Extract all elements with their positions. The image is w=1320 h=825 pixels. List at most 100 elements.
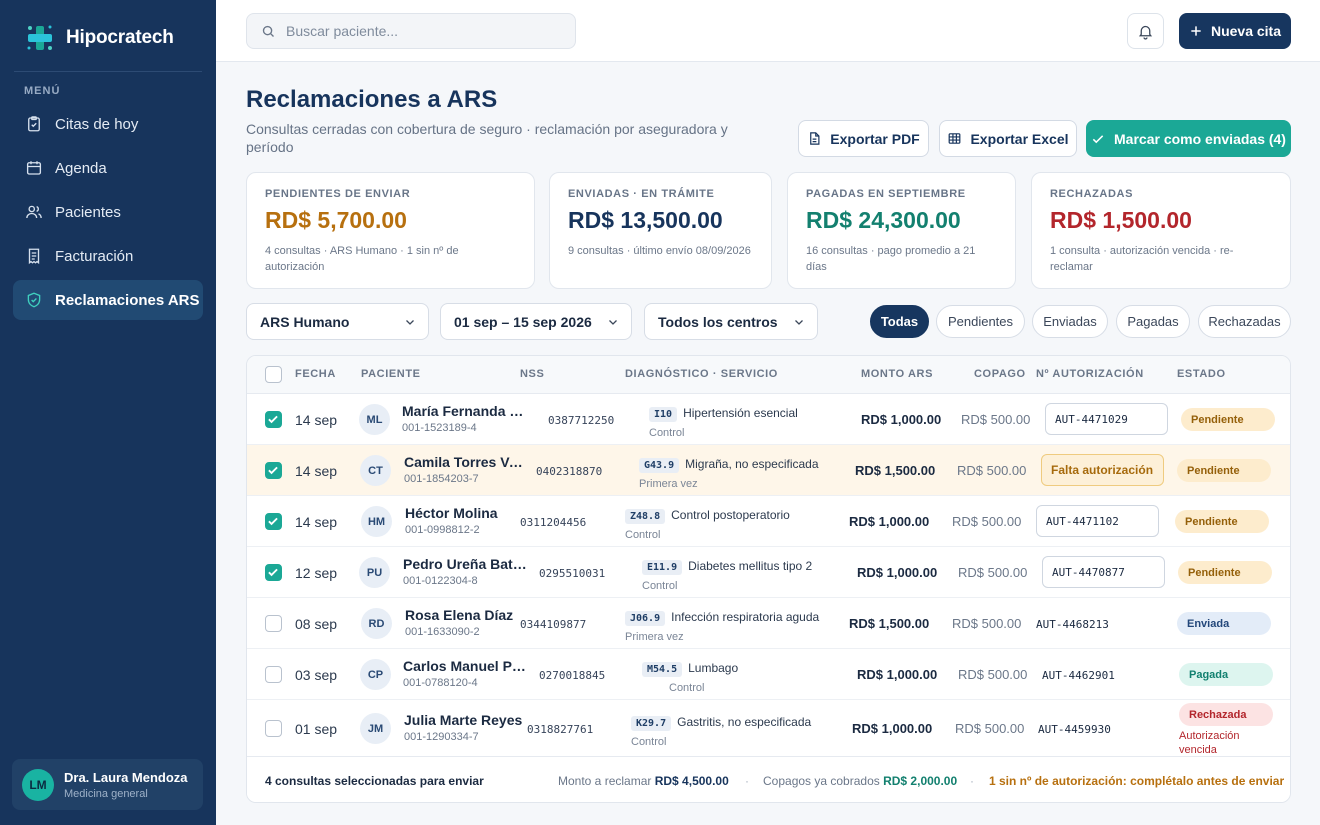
row-checkbox[interactable] xyxy=(265,513,282,530)
status-badge: Pendiente xyxy=(1178,561,1272,584)
sidebar-item-agenda[interactable]: Agenda xyxy=(13,148,203,188)
patient-avatar: JM xyxy=(360,713,391,744)
copago-total-value: RD$ 2,000.00 xyxy=(883,774,958,788)
patient-name[interactable]: Camila Torres Vega xyxy=(404,454,528,470)
diagnosis-cell: M54.5 Lumbago Control xyxy=(642,659,738,694)
check-icon xyxy=(268,568,278,577)
center-select[interactable]: Todos los centros xyxy=(644,303,818,340)
summary-card-rejected: RECHAZADAS RD$ 1,500.00 1 consulta · aut… xyxy=(1031,172,1291,289)
table-row[interactable]: 14 sep CT Camila Torres Vega 001-1854203… xyxy=(247,445,1290,496)
row-nss: 0387712250 xyxy=(548,414,615,427)
card-note: 16 consultas · pago promedio a 21 días xyxy=(806,245,976,273)
row-nss: 0270018845 xyxy=(539,669,606,682)
row-checkbox[interactable] xyxy=(265,462,282,479)
table-row[interactable]: 03 sep CP Carlos Manuel Peña 001-0788120… xyxy=(247,649,1290,700)
table-row[interactable]: 01 sep JM Julia Marte Reyes 001-1290334-… xyxy=(247,700,1290,756)
patient-avatar: CT xyxy=(360,455,391,486)
patient-name[interactable]: Rosa Elena Díaz xyxy=(405,607,514,623)
icd-code: Z48.8 xyxy=(625,509,666,524)
row-copago: RD$ 500.00 xyxy=(958,667,1028,682)
patient-cell: Camila Torres Vega 001-1854203-7 xyxy=(404,454,528,485)
select-all-checkbox[interactable] xyxy=(265,366,282,383)
patient-name[interactable]: María Fernanda López xyxy=(402,403,526,419)
search-input[interactable] xyxy=(286,23,556,39)
row-date: 14 sep xyxy=(295,463,338,479)
export-excel-button[interactable]: Exportar Excel xyxy=(939,120,1077,157)
col-authorization: Nº AUTORIZACIÓN xyxy=(1036,368,1144,380)
avatar: LM xyxy=(22,768,54,801)
sidebar-item-label: Agenda xyxy=(55,159,107,177)
user-name: Dra. Laura Mendoza xyxy=(64,769,188,785)
row-date: 01 sep xyxy=(295,721,338,737)
claim-total-value: RD$ 4,500.00 xyxy=(654,774,729,788)
patient-name[interactable]: Julia Marte Reyes xyxy=(404,712,523,728)
sidebar-item-facturacion[interactable]: Facturación xyxy=(13,236,203,276)
row-amount: RD$ 1,000.00 xyxy=(861,412,942,427)
table-row[interactable]: 08 sep RD Rosa Elena Díaz 001-1633090-2 … xyxy=(247,598,1290,649)
row-amount: RD$ 1,000.00 xyxy=(857,667,938,682)
row-checkbox[interactable] xyxy=(265,720,282,737)
mark-sent-label: Marcar como enviadas (4) xyxy=(1114,130,1286,147)
user-card[interactable]: LM Dra. Laura Mendoza Medicina general xyxy=(12,759,203,810)
authorization-input[interactable]: AUT-4471029 xyxy=(1045,403,1168,435)
row-checkbox[interactable] xyxy=(265,411,282,428)
patient-cell: Julia Marte Reyes 001-1290334-7 xyxy=(404,712,528,743)
patient-avatar: CP xyxy=(360,659,391,690)
row-date: 14 sep xyxy=(295,514,338,530)
card-label: ENVIADAS · EN TRÁMITE xyxy=(568,188,715,200)
page-title: Reclamaciones a ARS xyxy=(246,86,498,113)
authorization-input-missing[interactable]: Falta autorización xyxy=(1041,454,1164,486)
patient-cell: Carlos Manuel Peña 001-0788120-4 xyxy=(403,658,527,689)
col-date: FECHA xyxy=(295,368,336,380)
authorization-input[interactable]: AUT-4471102 xyxy=(1036,505,1159,537)
patient-avatar: RD xyxy=(361,608,392,639)
row-checkbox[interactable] xyxy=(265,615,282,632)
export-pdf-button[interactable]: Exportar PDF xyxy=(798,120,929,157)
plus-icon xyxy=(1191,26,1201,36)
patient-avatar: ML xyxy=(359,404,390,435)
row-checkbox[interactable] xyxy=(265,666,282,683)
authorization-number: AUT-4462901 xyxy=(1042,669,1115,682)
sidebar-item-reclamaciones[interactable]: Reclamaciones ARS xyxy=(13,280,203,320)
mark-sent-button[interactable]: Marcar como enviadas (4) xyxy=(1086,120,1291,157)
card-label: PAGADAS EN SEPTIEMBRE xyxy=(806,188,966,200)
row-nss: 0318827761 xyxy=(527,723,594,736)
period-select[interactable]: 01 sep – 15 sep 2026 xyxy=(440,303,632,340)
patient-name[interactable]: Héctor Molina xyxy=(405,505,498,521)
filter-pill-pendientes[interactable]: Pendientes xyxy=(936,305,1025,338)
check-icon xyxy=(1092,134,1104,143)
search-icon xyxy=(262,25,274,37)
notifications-button[interactable] xyxy=(1127,13,1164,49)
diagnosis-text: Control postoperatorio xyxy=(671,508,790,522)
sidebar-item-citas[interactable]: Citas de hoy xyxy=(13,104,203,144)
filter-pill-rechazadas[interactable]: Rechazadas xyxy=(1198,305,1291,338)
filter-pill-enviadas[interactable]: Enviadas xyxy=(1032,305,1108,338)
filter-pill-todas[interactable]: Todas xyxy=(870,305,929,338)
sidebar-item-pacientes[interactable]: Pacientes xyxy=(13,192,203,232)
copago-total-label: Copagos ya cobrados xyxy=(763,774,880,788)
new-appointment-button[interactable]: Nueva cita xyxy=(1179,13,1291,49)
period-select-value: 01 sep – 15 sep 2026 xyxy=(454,313,592,330)
filter-pill-pagadas[interactable]: Pagadas xyxy=(1116,305,1190,338)
icd-code: J06.9 xyxy=(625,611,666,626)
status-badge: Rechazada xyxy=(1179,703,1273,726)
authorization-input[interactable]: AUT-4470877 xyxy=(1042,556,1165,588)
table-row[interactable]: 12 sep PU Pedro Ureña Batista 001-012230… xyxy=(247,547,1290,598)
patient-id: 001-1633090-2 xyxy=(405,626,480,638)
row-date: 03 sep xyxy=(295,667,338,683)
insurer-select[interactable]: ARS Humano xyxy=(246,303,429,340)
diagnosis-text: Hipertensión esencial xyxy=(683,406,798,420)
table-row[interactable]: 14 sep HM Héctor Molina 001-0998812-2 03… xyxy=(247,496,1290,547)
check-icon xyxy=(268,517,278,526)
diagnosis-text: Diabetes mellitus tipo 2 xyxy=(688,559,813,573)
row-checkbox[interactable] xyxy=(265,564,282,581)
table-row[interactable]: 14 sep ML María Fernanda López 001-15231… xyxy=(247,394,1290,445)
patient-name[interactable]: Carlos Manuel Peña xyxy=(403,658,527,674)
row-amount: RD$ 1,500.00 xyxy=(855,463,936,478)
patient-name[interactable]: Pedro Ureña Batista xyxy=(403,556,527,572)
row-date: 12 sep xyxy=(295,565,338,581)
diagnosis-cell: G43.9 Migraña, no especificada Primera ve… xyxy=(639,455,819,490)
logo[interactable]: Hipocratech xyxy=(24,22,174,54)
card-label: RECHAZADAS xyxy=(1050,188,1133,200)
row-amount: RD$ 1,000.00 xyxy=(857,565,938,580)
